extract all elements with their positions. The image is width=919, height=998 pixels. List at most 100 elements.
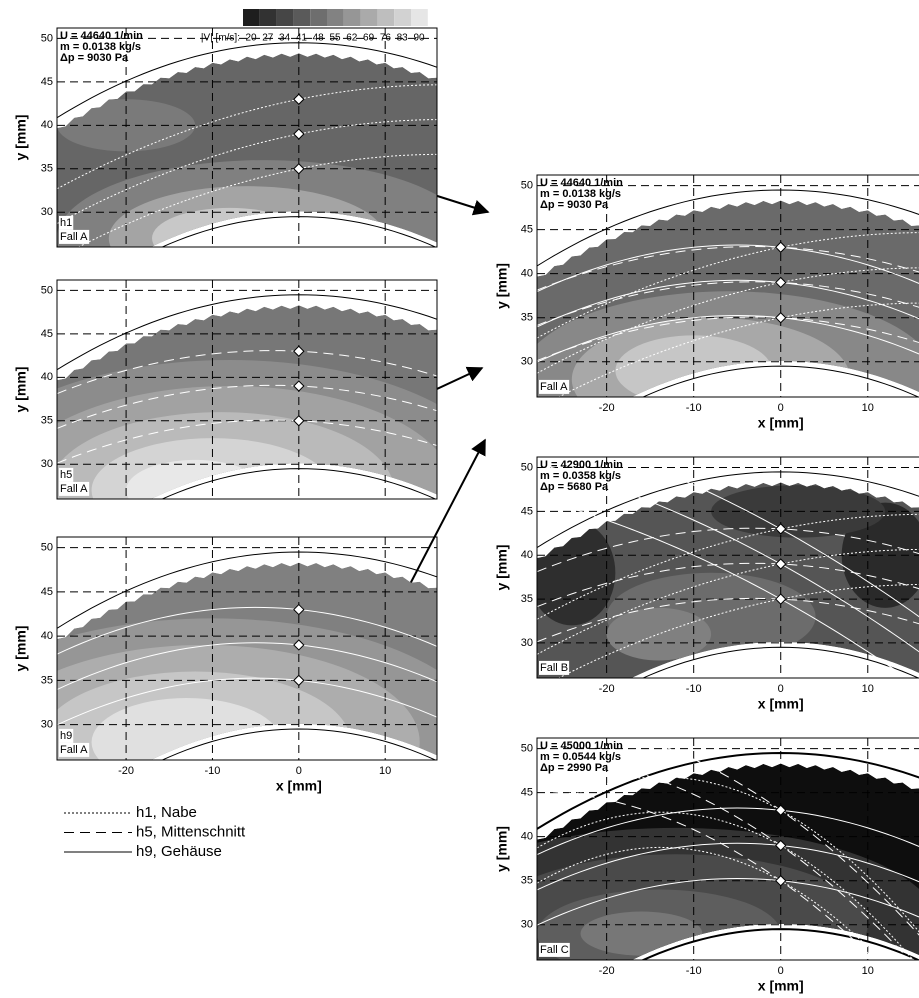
field-band [91,698,282,760]
y-tick-label: 35 [41,674,53,686]
streamline [537,497,908,678]
x-tick-label: 10 [862,683,874,695]
measurement-point [775,839,787,852]
streamline [77,153,437,247]
y-tick-label: 35 [41,163,53,175]
hub-contour [641,646,919,678]
annotation: U = 42900 1/min [540,459,623,471]
label-bg [59,229,90,244]
x-tick-label: -10 [686,402,702,414]
x-tick-label: 10 [862,965,874,977]
panel-label: Fall A [60,231,88,243]
annotation: m = 0.0138 kg/s [60,41,141,53]
measurement-point [293,380,305,392]
measurement-point [293,345,305,357]
axes-frame [536,174,919,398]
streamline [57,350,437,395]
measurement-point [775,276,787,289]
streamline [537,842,919,891]
label-bg [59,728,74,743]
measurement-point [775,875,787,887]
x-axis-label: x [mm] [758,978,804,994]
streamline [537,878,919,926]
panel: 30 35 40 45 50 -20 -10 0 10 y [mm] x [mm] U = 45000… [494,737,919,994]
x-tick-label: -20 [118,765,134,777]
y-tick-label: 50 [521,179,533,191]
colorbar-swatch [259,9,277,26]
measurement-point [775,593,787,605]
x-tick-label: 0 [778,683,784,695]
measurement-point [293,415,305,427]
axes-frame [536,456,919,679]
streamline [537,548,919,655]
measurement-point [775,804,787,816]
x-tick-label: 0 [296,765,302,777]
colorbar-tick-label: 20 [245,33,257,44]
y-tick-label: 45 [521,505,533,517]
streamline [537,315,919,363]
streamline [537,846,882,960]
x-axis-label: x [mm] [276,778,322,794]
plot-area [537,738,919,960]
streamline [57,606,437,655]
x-tick-label: -20 [599,965,615,977]
x-tick-label: -20 [599,402,615,414]
colorbar-tick-label: 27 [262,33,274,44]
panel-label: h1 [60,217,72,229]
streamline [57,384,437,429]
measurement-point [775,312,787,324]
y-tick-label: 40 [521,549,533,561]
streamline [57,677,437,726]
y-tick-label: 40 [41,119,53,131]
colorbar-swatch [377,9,395,26]
panel-label: Fall A [60,744,88,756]
axes-frame [56,279,438,500]
streamline [537,267,919,374]
y-tick-label: 30 [41,206,53,218]
label-bg [539,942,570,957]
streamline [537,562,919,608]
streamline [537,462,919,653]
streamline [537,807,919,856]
colorbar-tick-label: 34 [279,33,291,44]
y-tick-label: 30 [41,458,53,470]
y-tick-label: 45 [41,328,53,340]
panel: 30 35 40 45 50 -20 -10 0 10 y [mm] x [mm] U = 44640… [494,174,919,431]
casing-contour [57,294,437,371]
measurement-point [293,603,305,616]
colorbar-swatch [293,9,311,26]
y-tick-label: 35 [521,312,533,324]
x-tick-label: -10 [205,765,221,777]
plot-area [57,28,437,247]
y-tick-label: 30 [521,356,533,368]
streamline [537,281,919,326]
measurement-point [775,558,787,570]
legend-label: h5, Mittenschnitt [136,823,246,840]
annotation: U = 45000 1/min [540,740,623,752]
y-tick-label: 35 [521,593,533,605]
annotation: Δp = 9030 Pa [540,199,609,211]
colorbar-swatch [411,9,428,26]
y-tick-label: 50 [41,284,53,296]
legend-label: h9, Gehäuse [136,843,222,860]
label-bg [59,215,74,230]
y-tick-label: 50 [521,461,533,473]
casing-contour [57,42,437,119]
annotation: U = 44640 1/min [60,30,143,42]
field-band [126,459,265,499]
label-bg [59,467,74,482]
streamline [537,527,919,573]
panel-label: Fall B [540,662,568,674]
colorbar-swatch [360,9,378,26]
streamline [637,738,919,936]
panel-label: h5 [60,469,72,481]
streamline [537,513,919,620]
streamline [537,316,919,362]
annotation: m = 0.0138 kg/s [540,188,621,200]
hub-contour [640,928,919,960]
streamline [557,302,919,397]
streamline [537,790,876,960]
label-bg [59,481,90,496]
